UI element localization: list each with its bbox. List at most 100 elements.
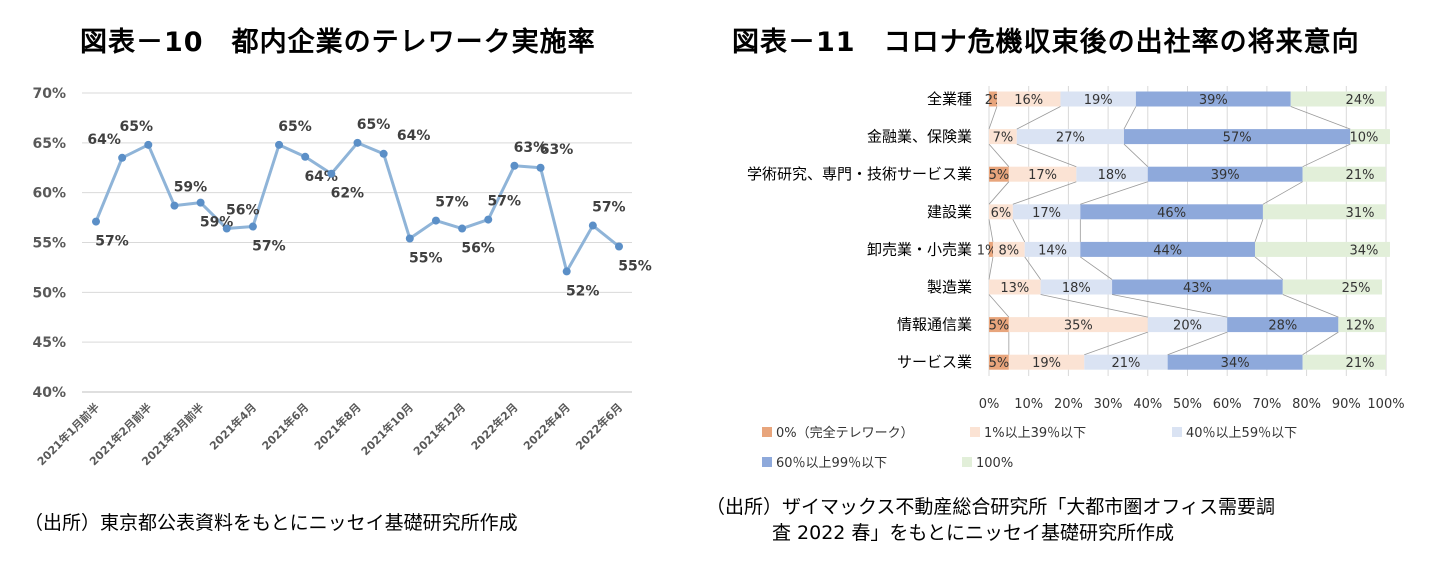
data-point xyxy=(196,198,205,207)
segment-label: 25% xyxy=(1342,281,1371,296)
data-point xyxy=(588,221,597,230)
category-label: 建設業 xyxy=(927,203,972,221)
series-connector xyxy=(1016,106,1061,130)
data-label: 57% xyxy=(487,194,521,210)
segment-label: 1% xyxy=(977,243,998,258)
segment-label: 34% xyxy=(1350,243,1379,258)
data-point xyxy=(379,149,388,158)
segment-label: 21% xyxy=(1112,356,1141,371)
bar-segment xyxy=(989,241,993,257)
series-connector xyxy=(1302,143,1351,168)
y-tick-label: 45% xyxy=(32,335,66,351)
data-label: 65% xyxy=(278,119,312,135)
segment-label: 17% xyxy=(1032,206,1061,221)
data-point xyxy=(248,222,257,231)
series-connector xyxy=(1123,143,1149,167)
data-point xyxy=(92,217,100,226)
bar-segment xyxy=(1008,317,1148,333)
bar-segment xyxy=(1024,241,1081,257)
data-point xyxy=(615,242,623,251)
y-tick-label: 55% xyxy=(32,236,66,252)
series-connector xyxy=(1040,294,1148,318)
legend-label: 1%以上39％以下 xyxy=(984,426,1086,441)
segment-label: 14% xyxy=(1038,243,1067,258)
x-tick-label: 80% xyxy=(1292,397,1321,412)
series-connector xyxy=(1111,294,1228,318)
series-connector xyxy=(1254,219,1264,243)
data-label: 57% xyxy=(95,234,129,250)
data-label: 57% xyxy=(435,195,469,211)
legend-swatch xyxy=(962,457,972,467)
series-connector xyxy=(1254,256,1284,280)
bar-segment xyxy=(1282,279,1383,295)
bar-segment xyxy=(1254,241,1390,257)
bar-segment xyxy=(1076,166,1148,182)
series-connector xyxy=(1012,219,1026,243)
segment-label: 12% xyxy=(1346,319,1375,334)
segment-label: 46% xyxy=(1157,206,1186,221)
data-point xyxy=(144,140,153,149)
bar-segment xyxy=(989,204,1013,220)
right-panel: 図表－11 コロナ危機収束後の出社率の将来意向 0% 10% 20% 30% 40% 50… xyxy=(700,0,1440,569)
category-label: サービス業 xyxy=(897,353,972,371)
segment-label: 8% xyxy=(999,243,1020,258)
bar-segment xyxy=(1262,204,1386,220)
bar-segment xyxy=(1302,166,1386,182)
series-connector xyxy=(988,181,1010,205)
series-connector xyxy=(988,143,1010,167)
x-tick-label: 2021年10月 xyxy=(358,400,416,458)
data-point xyxy=(222,224,231,233)
series-connector xyxy=(988,219,994,242)
data-point xyxy=(458,224,467,233)
bar-segment xyxy=(1302,354,1386,370)
x-tick-label: 2021年8月 xyxy=(311,400,364,453)
data-label: 63% xyxy=(540,142,574,158)
segment-label: 28% xyxy=(1268,319,1297,334)
data-label: 57% xyxy=(592,200,626,216)
series-connector xyxy=(988,294,1010,318)
y-tick-label: 65% xyxy=(32,136,66,152)
segment-label: 16% xyxy=(1014,93,1043,108)
x-tick-label: 2021年4月 xyxy=(206,400,259,453)
bar-segment xyxy=(989,91,997,107)
x-tick-label: 40% xyxy=(1133,397,1162,412)
data-point xyxy=(536,163,545,172)
x-tick-label: 100% xyxy=(1367,397,1404,412)
right-source-line2: 査 2022 春」をもとにニッセイ基礎研究所作成 xyxy=(772,522,1175,544)
series-connector xyxy=(1167,331,1228,356)
segment-label: 17% xyxy=(1028,168,1057,183)
segment-label: 35% xyxy=(1064,319,1093,334)
x-tick-label: 2022年2月 xyxy=(468,400,521,453)
data-label: 59% xyxy=(174,180,208,196)
bar-segment xyxy=(989,279,1041,295)
series-connector xyxy=(988,106,998,130)
x-tick-label: 2021年12月 xyxy=(410,400,468,458)
series-connector xyxy=(1012,181,1077,205)
bar-segment xyxy=(1167,354,1303,370)
series-connector xyxy=(1123,106,1137,130)
bar-segment xyxy=(1338,317,1386,333)
series-connector xyxy=(1080,181,1148,205)
right-chart-title: 図表－11 コロナ危機収束後の出社率の将来意向 xyxy=(732,27,1360,58)
segment-label: 19% xyxy=(1084,93,1113,108)
series-connector xyxy=(988,256,994,280)
data-label: 57% xyxy=(252,239,286,255)
x-tick-label: 60% xyxy=(1213,397,1242,412)
bar-segment xyxy=(1084,354,1168,370)
legend-swatch xyxy=(762,427,772,437)
x-tick-label: 70% xyxy=(1252,397,1281,412)
bar-segment xyxy=(1147,317,1228,333)
bar-segment xyxy=(989,129,1017,145)
legend-label: 100% xyxy=(976,456,1013,471)
segment-label: 5% xyxy=(989,356,1010,371)
bar-segment xyxy=(1147,166,1303,182)
data-label: 56% xyxy=(226,203,260,219)
x-tick-label: 0% xyxy=(979,397,1000,412)
data-label: 63% xyxy=(514,140,548,156)
data-point xyxy=(118,153,127,162)
data-label: 56% xyxy=(461,241,495,257)
series-connector xyxy=(1282,294,1339,318)
bar-segment xyxy=(1227,317,1339,333)
series-connector xyxy=(1024,256,1041,280)
segment-label: 21% xyxy=(1346,168,1375,183)
